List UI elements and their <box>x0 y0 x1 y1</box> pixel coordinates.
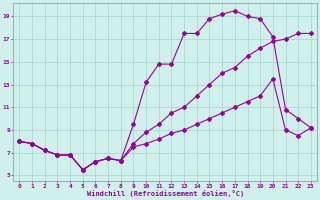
X-axis label: Windchill (Refroidissement éolien,°C): Windchill (Refroidissement éolien,°C) <box>86 190 244 197</box>
